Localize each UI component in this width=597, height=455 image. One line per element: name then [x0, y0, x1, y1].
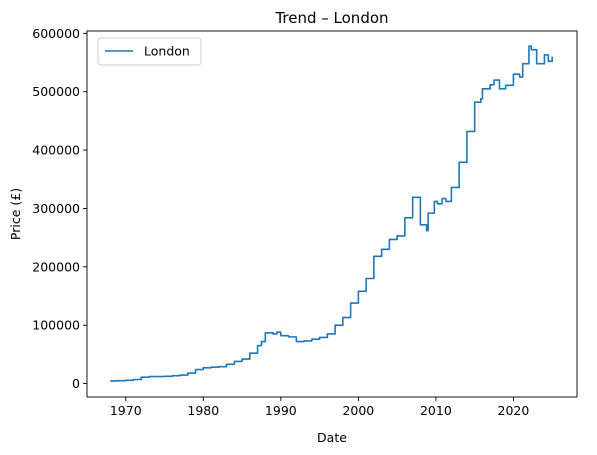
y-tick-label: 300000: [32, 201, 80, 216]
series-line-0: [110, 45, 553, 382]
y-tick-label: 600000: [32, 26, 80, 41]
y-tick-label: 500000: [32, 84, 80, 99]
chart-title: Trend – London: [274, 9, 388, 27]
x-tick-label: 2020: [498, 403, 530, 418]
x-tick-label: 1970: [110, 403, 142, 418]
y-tick-label: 200000: [32, 259, 80, 274]
x-tick-label: 1980: [187, 403, 219, 418]
x-tick-label: 2010: [420, 403, 452, 418]
x-tick-label: 2000: [342, 403, 374, 418]
x-axis-label: Date: [317, 430, 347, 445]
x-tick-label: 1990: [265, 403, 297, 418]
legend-box: [97, 37, 202, 66]
axes-frame: [86, 30, 578, 398]
legend: London: [97, 37, 202, 66]
legend-label: London: [144, 44, 190, 59]
y-axis-label: Price (£): [8, 188, 23, 240]
y-tick-label: 0: [72, 376, 80, 391]
plot-area: [86, 30, 578, 398]
y-tick-label: 400000: [32, 143, 80, 158]
y-axis: 0 100000 200000 300000 400000 500000 600000: [32, 26, 87, 391]
y-tick-label: 100000: [32, 318, 80, 333]
x-axis: 1970 1980 1990 2000 2010 2020: [110, 397, 530, 418]
